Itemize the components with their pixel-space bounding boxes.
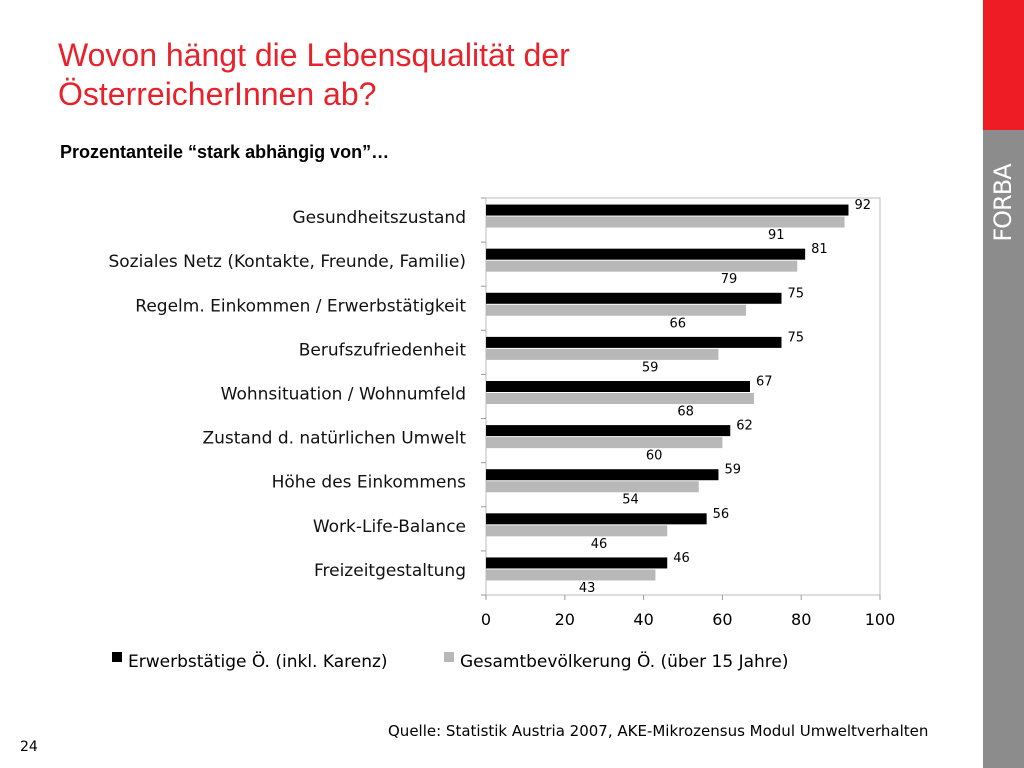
page-number: 24	[20, 739, 38, 755]
category-label: Work-Life-Balance	[313, 517, 466, 537]
data-label-erwerbstaetige: 92	[854, 198, 871, 213]
slide-title-line-2: ÖsterreicherInnen ab?	[58, 76, 377, 112]
category-label: Gesundheitszustand	[292, 208, 466, 228]
legend-label-gesamtbevoelkerung: Gesamtbevölkerung Ö. (über 15 Jahre)	[460, 650, 789, 672]
source-note: Quelle: Statistik Austria 2007, AKE-Mikr…	[388, 722, 929, 740]
bar-erwerbstaetige	[486, 336, 782, 348]
x-tick-label: 80	[791, 610, 811, 629]
legend-swatch-gesamtbevoelkerung	[444, 652, 454, 662]
bar-gesamtbevoelkerung	[486, 260, 798, 272]
data-label-erwerbstaetige: 56	[713, 507, 730, 522]
bar-erwerbstaetige	[486, 469, 719, 481]
x-tick-label: 40	[633, 610, 653, 629]
data-label-gesamtbevoelkerung: 68	[677, 405, 694, 420]
x-tick-label: 60	[712, 610, 732, 629]
bar-chart: 0 20 40 60 80 100 Gesundheitszustand 92 91 Sozial…	[108, 197, 896, 672]
category-label: Soziales Netz (Kontakte, Freunde, Famili…	[108, 252, 466, 272]
data-label-gesamtbevoelkerung: 79	[721, 272, 738, 287]
data-label-erwerbstaetige: 75	[788, 286, 805, 301]
legend-label-erwerbstaetige: Erwerbstätige Ö. (inkl. Karenz)	[128, 650, 388, 672]
category-label: Zustand d. natürlichen Umwelt	[202, 429, 466, 449]
data-label-gesamtbevoelkerung: 66	[669, 316, 686, 331]
bar-erwerbstaetige	[486, 292, 782, 304]
bar-erwerbstaetige	[486, 513, 707, 525]
data-label-gesamtbevoelkerung: 60	[646, 449, 663, 464]
data-label-gesamtbevoelkerung: 54	[622, 493, 639, 508]
bar-erwerbstaetige	[486, 248, 806, 260]
brand-sidebar: FORBA	[983, 0, 1024, 768]
x-tick-label: 0	[481, 610, 491, 629]
slide-title-line-1: Wovon hängt die Lebensqualität der	[58, 37, 570, 73]
bar-gesamtbevoelkerung	[486, 569, 656, 581]
category-label: Berufszufriedenheit	[299, 340, 467, 360]
data-label-erwerbstaetige: 62	[736, 419, 753, 434]
brand-accent-block	[983, 0, 1024, 130]
forba-logo-text: FORBA	[989, 164, 1017, 242]
bar-erwerbstaetige	[486, 425, 731, 437]
chart-subtitle: Prozentanteile “stark abhängig von”…	[60, 142, 390, 162]
bar-erwerbstaetige	[486, 381, 750, 392]
data-label-erwerbstaetige: 81	[811, 242, 828, 257]
legend-swatch-erwerbstaetige	[112, 652, 122, 662]
data-label-gesamtbevoelkerung: 43	[579, 581, 596, 596]
bar-gesamtbevoelkerung	[486, 393, 754, 404]
forba-logo: FORBA	[983, 143, 1024, 263]
slide-title: Wovon hängt die Lebensqualität der Öster…	[58, 36, 758, 114]
bar-gesamtbevoelkerung	[486, 216, 845, 228]
category-label: Freizeitgestaltung	[314, 561, 466, 581]
bar-gesamtbevoelkerung	[486, 348, 719, 360]
bar-erwerbstaetige	[486, 557, 668, 569]
data-label-gesamtbevoelkerung: 91	[768, 228, 785, 243]
data-label-erwerbstaetige: 67	[756, 375, 773, 390]
bar-gesamtbevoelkerung	[486, 304, 747, 316]
category-label: Regelm. Einkommen / Erwerbstätigkeit	[135, 296, 466, 316]
x-tick-label: 100	[865, 610, 896, 629]
bar-gesamtbevoelkerung	[486, 437, 723, 449]
category-label: Wohnsituation / Wohnumfeld	[221, 385, 466, 405]
x-tick-label: 20	[555, 610, 575, 629]
data-label-gesamtbevoelkerung: 46	[591, 537, 608, 552]
category-label: Höhe des Einkommens	[272, 473, 467, 493]
data-label-gesamtbevoelkerung: 59	[642, 360, 659, 375]
bar-erwerbstaetige	[486, 204, 849, 216]
bar-gesamtbevoelkerung	[486, 525, 668, 537]
data-label-erwerbstaetige: 75	[788, 330, 805, 345]
data-label-erwerbstaetige: 59	[724, 463, 741, 478]
data-label-erwerbstaetige: 46	[673, 551, 690, 566]
bar-gesamtbevoelkerung	[486, 481, 699, 493]
